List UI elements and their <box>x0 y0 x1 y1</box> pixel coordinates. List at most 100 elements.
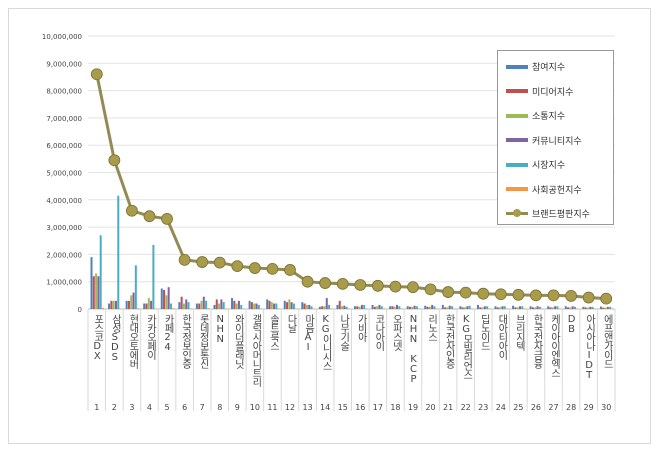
legend: 참여지수 미디어지수 소통지수 커뮤니티지수 시장지수 사회공헌지수 브랜드평판지수 <box>497 50 614 225</box>
category-label: 리노스 <box>425 314 437 341</box>
bar-소통지수-26 <box>534 307 537 309</box>
brand-point-18 <box>389 280 402 293</box>
rank-label: 18 <box>390 403 401 412</box>
brand-point-29 <box>582 291 595 304</box>
bar-사회공헌지수-20 <box>435 308 438 309</box>
bar-미디어지수-22 <box>461 307 464 309</box>
category-label: 나무기술 <box>337 314 349 350</box>
bar-소통지수-10 <box>253 303 256 309</box>
brand-point-3 <box>126 204 138 217</box>
rank-label: 23 <box>478 403 489 412</box>
bar-참여지수-30 <box>599 306 602 309</box>
rank-label: 4 <box>146 403 153 412</box>
rank-label: 15 <box>337 403 348 412</box>
bar-시장지수-29 <box>591 306 594 309</box>
bar-사회공헌지수-1 <box>102 307 104 309</box>
brand-point-23 <box>477 287 490 300</box>
bar-커뮤니티지수-4 <box>150 300 153 309</box>
bar-시장지수-21 <box>451 306 454 309</box>
bar-사회공헌지수-13 <box>312 308 315 309</box>
bar-사회공헌지수-24 <box>506 308 509 309</box>
category-label: KG모빌리언스 <box>460 314 472 379</box>
bar-미디어지수-3 <box>127 300 130 309</box>
bar-시장지수-28 <box>574 306 576 309</box>
category-label: 아시아나IDT <box>583 314 595 380</box>
legend-label: 사회공헌지수 <box>532 185 582 196</box>
bar-미디어지수-28 <box>567 307 570 309</box>
category-label: 와이더플래닛 <box>232 314 244 368</box>
rank-label: 13 <box>302 403 313 412</box>
brand-point-1 <box>90 68 103 81</box>
bar-커뮤니티지수-2 <box>114 300 117 309</box>
legend-swatch <box>506 209 528 217</box>
bar-시장지수-23 <box>486 306 489 309</box>
bar-시장지수-24 <box>503 306 506 309</box>
legend-label: 미디어지수 <box>532 87 574 98</box>
bar-참여지수-1 <box>90 257 93 309</box>
chart-frame <box>8 8 651 444</box>
bar-소통지수-25 <box>516 307 519 309</box>
rank-label: 20 <box>425 403 436 412</box>
bar-소통지수-18 <box>393 306 396 309</box>
bar-사회공헌지수-19 <box>418 308 421 309</box>
bar-미디어지수-8 <box>215 299 218 309</box>
bar-사회공헌지수-22 <box>470 308 473 309</box>
bar-참여지수-7 <box>195 303 198 309</box>
bar-시장지수-12 <box>292 303 295 309</box>
rank-label: 6 <box>182 403 188 412</box>
rank-label: 21 <box>443 403 454 412</box>
rank-label: 19 <box>407 403 419 412</box>
brand-point-13 <box>301 275 314 288</box>
bar-미디어지수-5 <box>163 289 166 309</box>
bar-미디어지수-25 <box>514 307 517 309</box>
bar-참여지수-5 <box>160 288 163 309</box>
category-label: 다날 <box>285 314 297 332</box>
y-tick-label: 5,000,000 <box>46 170 82 178</box>
bar-커뮤니티지수-29 <box>589 306 592 309</box>
bar-참여지수-25 <box>512 305 515 309</box>
bar-참여지수-16 <box>354 306 356 309</box>
bar-소통지수-5 <box>165 295 168 309</box>
category-label: 롯데정보통신 <box>197 314 209 368</box>
bar-참여지수-4 <box>143 303 146 309</box>
category-label: 오파스넷 <box>390 314 402 350</box>
y-tick-label: 3,000,000 <box>46 224 82 232</box>
category-label: 솔트룩스 <box>267 314 279 350</box>
bar-소통지수-9 <box>235 303 238 309</box>
bar-미디어지수-16 <box>356 306 359 309</box>
bar-사회공헌지수-8 <box>224 308 227 309</box>
brand-point-15 <box>336 277 349 290</box>
bar-소통지수-21 <box>446 307 449 309</box>
category-label: 카카오페이 <box>144 314 156 359</box>
bar-미디어지수-11 <box>268 300 271 309</box>
rank-label: 17 <box>372 403 383 412</box>
bar-참여지수-10 <box>248 300 251 309</box>
bar-시장지수-9 <box>240 304 243 309</box>
bar-커뮤니티지수-6 <box>185 299 188 309</box>
bar-커뮤니티지수-9 <box>237 300 240 309</box>
bar-소통지수-4 <box>147 298 150 309</box>
bar-커뮤니티지수-3 <box>132 292 135 309</box>
bar-시장지수-5 <box>169 303 172 309</box>
bar-커뮤니티지수-23 <box>483 306 486 309</box>
bar-시장지수-22 <box>468 305 471 309</box>
bar-참여지수-14 <box>318 306 321 309</box>
bar-시장지수-4 <box>152 244 155 309</box>
category-label: 한국전자금융 <box>530 314 542 368</box>
bar-소통지수-27 <box>551 307 554 309</box>
bar-미디어지수-9 <box>233 300 236 309</box>
legend-swatch <box>506 138 528 142</box>
bar-시장지수-8 <box>222 302 225 309</box>
bar-소통지수-11 <box>270 302 273 309</box>
bar-미디어지수-20 <box>426 306 429 309</box>
bar-시장지수-27 <box>556 306 559 309</box>
bar-소통지수-12 <box>288 299 291 309</box>
category-label: DB <box>566 314 578 334</box>
bar-사회공헌지수-28 <box>576 308 579 309</box>
brand-point-10 <box>248 262 261 274</box>
bar-미디어지수-18 <box>391 306 394 309</box>
brand-point-11 <box>266 262 279 275</box>
rank-label: 5 <box>164 403 170 412</box>
legend-item: 소통지수 <box>506 109 565 122</box>
bar-참여지수-17 <box>371 304 374 309</box>
